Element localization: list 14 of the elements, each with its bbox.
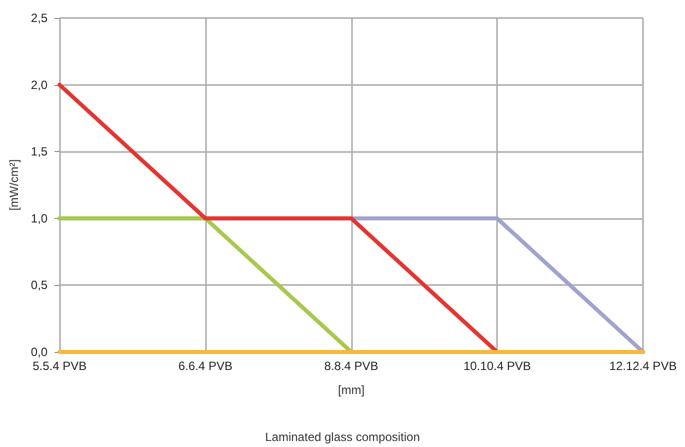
x-tick-label: 12.12.4 PVB bbox=[609, 359, 677, 373]
x-tick-label: 6.6.4 PVB bbox=[178, 359, 232, 373]
y-tick-label: 1,5 bbox=[30, 144, 48, 159]
x-axis-title: [mm] bbox=[338, 383, 365, 397]
y-tick-label: 1,0 bbox=[30, 211, 48, 226]
y-tick-label: 0,0 bbox=[30, 345, 48, 359]
y-tick-label: 2,0 bbox=[30, 78, 48, 92]
text: Laminated glass composition bbox=[265, 430, 420, 444]
y-tick-label: 0,5 bbox=[30, 278, 48, 292]
x-tick-label: 5.5.4 PVB bbox=[32, 359, 87, 373]
y-axis-title: [mW/cm²] bbox=[7, 159, 21, 211]
y-tick-label: 2,5 bbox=[30, 11, 48, 25]
x-tick-label: 8.8.4 PVB bbox=[324, 359, 378, 373]
x-tick-label: 10.10.4 PVB bbox=[463, 359, 531, 373]
